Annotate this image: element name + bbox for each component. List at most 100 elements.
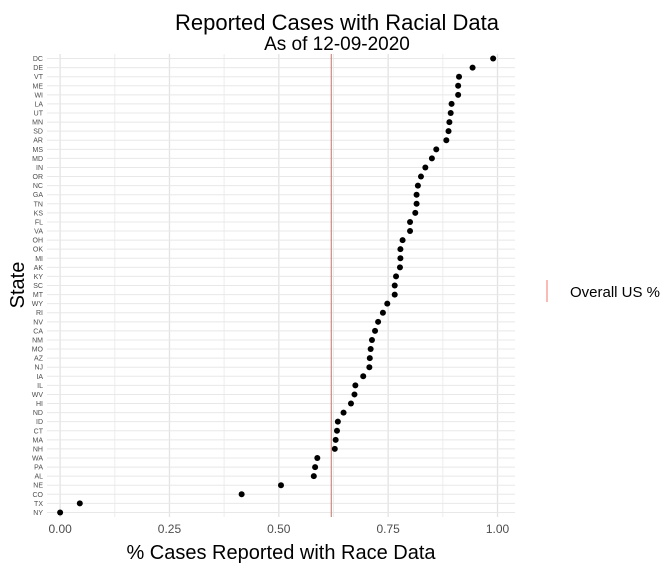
y-tick-label: MN	[32, 120, 43, 127]
data-point	[314, 454, 321, 461]
y-tick-label: FL	[35, 219, 43, 226]
data-point	[443, 137, 450, 144]
data-point	[278, 482, 284, 489]
data-point	[76, 500, 83, 507]
y-tick-label: LA	[34, 101, 43, 108]
data-point	[312, 464, 319, 471]
y-tick-label: PA	[34, 465, 43, 472]
data-point	[333, 427, 340, 434]
data-point	[469, 64, 476, 71]
y-tick-label: NH	[33, 446, 43, 453]
data-point	[455, 82, 462, 89]
y-tick-label: NC	[33, 183, 43, 190]
data-point	[372, 327, 379, 334]
y-tick-label: NV	[33, 319, 43, 326]
y-tick-label: DE	[33, 65, 43, 72]
y-tick-label: AK	[34, 265, 44, 272]
data-point	[366, 355, 373, 362]
x-tick-label: 0.50	[267, 522, 291, 536]
data-point	[490, 55, 497, 62]
y-tick-label: UT	[34, 111, 44, 118]
y-tick-label: NE	[33, 483, 43, 490]
data-point	[391, 282, 398, 289]
y-tick-label: IN	[36, 165, 43, 172]
data-point	[368, 336, 375, 343]
data-point	[379, 309, 386, 316]
data-point	[417, 173, 424, 180]
data-point	[414, 182, 421, 189]
y-tick-label: OK	[33, 247, 43, 254]
data-point	[456, 73, 463, 80]
data-point	[375, 318, 382, 325]
data-point	[391, 291, 398, 298]
data-point	[393, 273, 400, 280]
y-tick-label: WI	[34, 92, 43, 99]
data-point	[360, 373, 367, 380]
x-tick-label: 0.25	[158, 522, 182, 536]
data-point	[384, 300, 391, 307]
data-point	[446, 119, 453, 126]
data-point	[447, 110, 454, 117]
y-tick-label: DC	[33, 56, 43, 63]
data-point	[367, 346, 374, 353]
y-tick-label: NM	[32, 337, 43, 344]
y-tick-label: VT	[34, 74, 44, 81]
y-tick-label: AL	[34, 474, 43, 481]
data-point	[399, 237, 406, 244]
y-tick-label: CA	[33, 328, 43, 335]
y-tick-label: TN	[34, 201, 43, 208]
data-point	[396, 264, 403, 271]
data-point	[455, 91, 462, 98]
y-tick-label: MS	[33, 147, 44, 154]
data-point	[351, 391, 358, 398]
y-tick-label: WY	[32, 301, 44, 308]
y-tick-label: WA	[32, 455, 43, 462]
data-point	[310, 473, 317, 480]
y-tick-label: IA	[36, 374, 43, 381]
data-point	[340, 409, 347, 416]
y-tick-label: SC	[33, 283, 43, 290]
y-tick-label: WV	[32, 392, 44, 399]
data-point	[412, 209, 419, 216]
data-point	[445, 128, 452, 135]
data-point	[397, 246, 404, 253]
y-tick-label: KS	[34, 210, 44, 217]
data-point	[397, 255, 404, 262]
y-tick-label: MD	[32, 156, 43, 163]
y-tick-label: CT	[34, 428, 44, 435]
data-point	[407, 228, 414, 235]
y-tick-label: MI	[35, 256, 43, 263]
y-tick-label: ME	[33, 83, 44, 90]
y-tick-label: NJ	[34, 365, 43, 372]
y-tick-label: SD	[33, 129, 43, 136]
y-tick-label: NY	[33, 510, 43, 517]
data-point	[334, 418, 341, 425]
x-tick-label: 0.75	[376, 522, 400, 536]
data-point	[57, 509, 64, 516]
data-point	[347, 400, 354, 407]
data-point	[433, 146, 440, 153]
y-tick-label: KY	[34, 274, 44, 281]
y-tick-label: ID	[36, 419, 43, 426]
data-point	[332, 436, 339, 443]
data-point	[352, 382, 359, 389]
y-tick-label: CO	[33, 492, 44, 499]
y-tick-label: IL	[37, 383, 43, 390]
y-tick-label: TX	[34, 501, 43, 508]
y-tick-label: AR	[33, 138, 43, 145]
y-tick-label: RI	[36, 310, 43, 317]
x-tick-label: 0.00	[48, 522, 72, 536]
data-point	[413, 200, 420, 207]
y-tick-label: MA	[33, 437, 44, 444]
x-axis-title: % Cases Reported with Race Data	[126, 542, 436, 564]
y-tick-label: OH	[33, 238, 44, 245]
y-tick-label: MO	[32, 347, 44, 354]
y-axis-title: State	[7, 262, 29, 309]
y-tick-label: ND	[33, 410, 43, 417]
chart-subtitle: As of 12-09-2020	[264, 34, 410, 55]
data-point	[407, 218, 414, 225]
y-tick-label: OR	[33, 174, 44, 181]
chart-title: Reported Cases with Racial Data	[175, 10, 500, 35]
y-tick-label: HI	[36, 401, 43, 408]
